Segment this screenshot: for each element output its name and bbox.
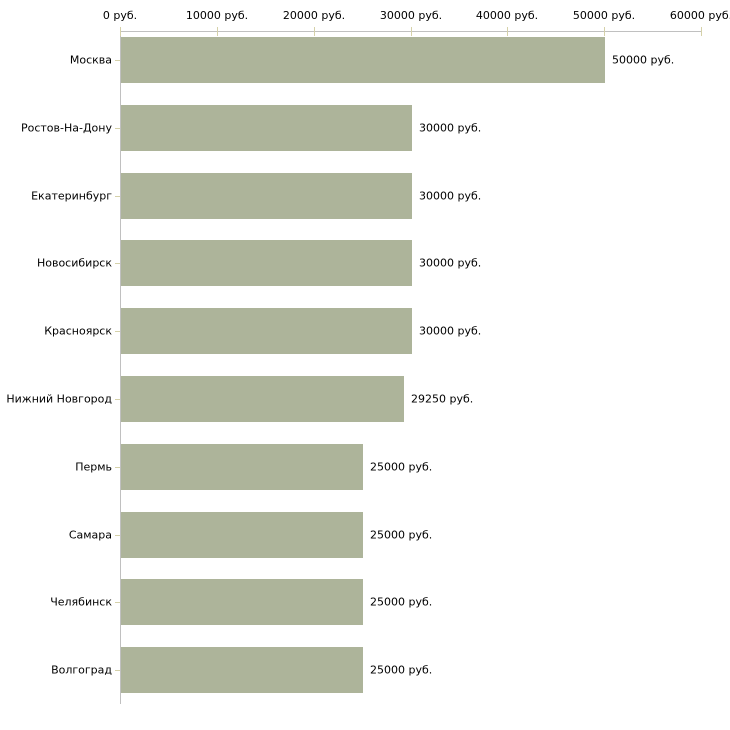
x-axis-tick-label: 50000 руб. [572,9,636,22]
y-axis-tick [115,467,120,468]
x-axis-tick [507,27,508,36]
value-label: 30000 руб. [419,324,482,338]
x-axis-tick [120,27,121,36]
x-axis-tick [314,27,315,36]
y-axis-tick [115,263,120,264]
category-label: Ростов-На-Дону [20,121,112,135]
x-axis-tick-label: 30000 руб. [379,9,443,22]
y-axis-tick [115,128,120,129]
y-axis-tick [115,196,120,197]
x-axis-tick [701,27,702,36]
value-label: 25000 руб. [370,595,433,609]
x-axis-tick-label: 0 руб. [102,9,138,22]
bar [121,512,363,558]
x-axis-tick [604,27,605,36]
y-axis-tick [115,535,120,536]
y-axis-tick [115,60,120,61]
category-label: Екатеринбург [31,189,112,203]
x-axis-tick-label: 60000 руб. [669,9,730,22]
value-label: 30000 руб. [419,189,482,203]
value-label: 29250 руб. [411,392,474,406]
value-label: 25000 руб. [370,663,433,677]
value-label: 30000 руб. [419,256,482,270]
bar [121,647,363,693]
x-axis-line [120,31,701,32]
x-axis-tick [217,27,218,36]
category-label: Челябинск [50,595,112,609]
value-label: 30000 руб. [419,121,482,135]
bar [121,308,412,354]
bar [121,105,412,151]
bar [121,240,412,286]
category-label: Самара [68,528,112,542]
category-label: Красноярск [44,324,112,338]
x-axis-tick-label: 10000 руб. [185,9,249,22]
x-axis-tick-label: 20000 руб. [282,9,346,22]
category-label: Москва [69,53,112,67]
category-label: Волгоград [51,663,112,677]
category-label: Пермь [75,460,112,474]
x-axis-tick [411,27,412,36]
value-label: 25000 руб. [370,460,433,474]
y-axis-tick [115,331,120,332]
value-label: 50000 руб. [612,53,675,67]
category-label: Новосибирск [36,256,112,270]
bar [121,173,412,219]
y-axis-tick [115,399,120,400]
category-label: Нижний Новгород [6,392,112,406]
bar [121,579,363,625]
x-axis-tick-label: 40000 руб. [475,9,539,22]
bar [121,37,605,83]
bar [121,376,404,422]
value-label: 25000 руб. [370,528,433,542]
y-axis-line [120,31,121,704]
y-axis-tick [115,670,120,671]
y-axis-tick [115,602,120,603]
bar [121,444,363,490]
